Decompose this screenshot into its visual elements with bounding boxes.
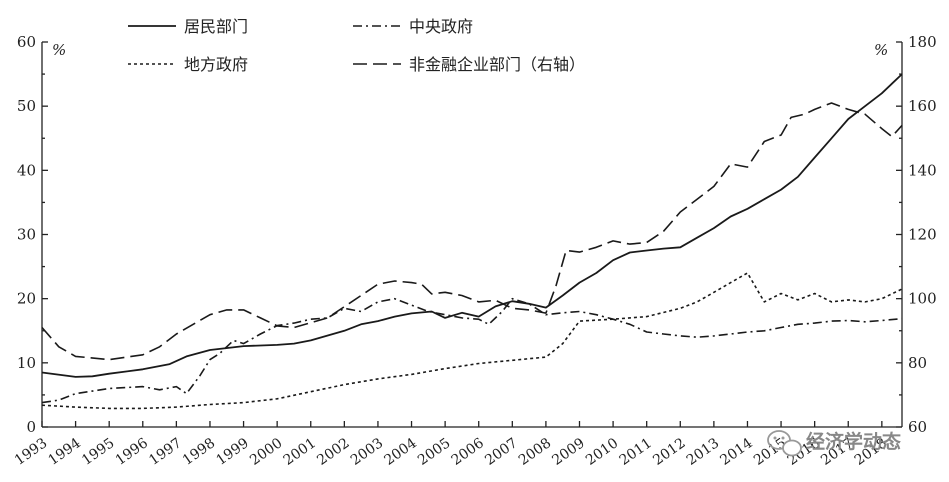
y-right-tick-label: 60 xyxy=(908,418,927,436)
x-tick-label: 1995 xyxy=(79,435,117,469)
y-left-tick-label: 50 xyxy=(17,97,36,115)
y-left-tick-label: 10 xyxy=(17,354,36,372)
series-lines xyxy=(41,73,903,410)
legend-label-2: 中央政府 xyxy=(409,17,473,36)
series-line-1 xyxy=(41,73,903,378)
y-left-tick-label: 20 xyxy=(17,290,36,308)
y-right-tick-label: 120 xyxy=(908,226,937,244)
x-tick-label: 2003 xyxy=(348,435,386,469)
x-tick-label: 2004 xyxy=(381,435,419,469)
series-line-2 xyxy=(41,297,903,404)
y-left-tick-label: 30 xyxy=(17,226,36,244)
x-tick-label: 1994 xyxy=(46,435,84,469)
watermark: 经济学动态 xyxy=(767,430,901,457)
y-right-unit: % xyxy=(874,41,888,59)
x-tick-label: 1999 xyxy=(213,435,251,469)
wechat-icon xyxy=(767,430,802,457)
y-right-tick-label: 140 xyxy=(908,161,937,179)
y-right-tick-label: 180 xyxy=(908,33,937,51)
series-line-4 xyxy=(41,102,903,361)
legend-label-3: 地方政府 xyxy=(184,55,248,74)
x-tick-label: 2012 xyxy=(650,435,688,469)
y-right-tick-label: 100 xyxy=(908,290,937,308)
x-tick-label: 2014 xyxy=(717,435,755,469)
x-tick-label: 1996 xyxy=(113,435,151,469)
x-tick-label: 2009 xyxy=(549,435,587,469)
x-tick-label: 2013 xyxy=(684,435,722,469)
x-tick-label: 1997 xyxy=(146,435,184,469)
series-line-3 xyxy=(41,272,903,410)
x-tick-label: 2002 xyxy=(314,435,352,469)
y-right-tick-label: 160 xyxy=(908,97,937,115)
x-tick-label: 2005 xyxy=(415,435,453,469)
x-tick-label: 2011 xyxy=(617,435,655,469)
x-tick-label: 2001 xyxy=(281,435,319,469)
y-left-tick-label: 40 xyxy=(17,161,36,179)
legend-label-4: 非金融企业部门（右轴） xyxy=(409,55,585,74)
y-left-unit: % xyxy=(52,41,66,59)
x-tick-label: 1998 xyxy=(180,435,218,469)
y-right-tick-label: 80 xyxy=(908,354,927,372)
y-left-tick-label: 60 xyxy=(17,33,36,51)
y-left-tick-label: 0 xyxy=(26,418,36,436)
x-tick-label: 2000 xyxy=(247,435,285,469)
legend-label-1: 居民部门 xyxy=(184,17,248,36)
x-tick-label: 2010 xyxy=(583,435,621,469)
watermark-text: 经济学动态 xyxy=(806,430,901,453)
x-tick-label: 2007 xyxy=(482,435,520,469)
x-tick-label: 1993 xyxy=(12,435,50,469)
x-tick-label: 2008 xyxy=(516,435,554,469)
x-tick-label: 2006 xyxy=(449,435,487,469)
